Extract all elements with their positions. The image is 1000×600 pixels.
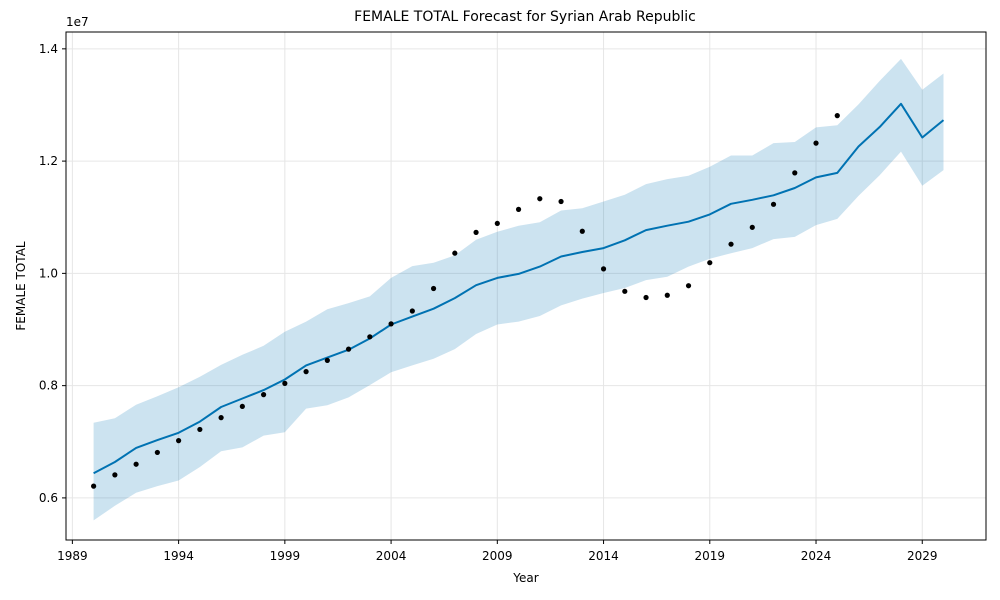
observed-point xyxy=(367,334,373,340)
observed-point xyxy=(685,283,692,289)
forecast-interval-band xyxy=(93,58,944,521)
x-axis-title: Year xyxy=(512,571,538,585)
x-tick-label: 2009 xyxy=(482,549,513,563)
observed-point xyxy=(112,472,118,478)
y-tick-label: 0.6 xyxy=(39,491,58,505)
observed-point xyxy=(664,292,670,298)
observed-point xyxy=(282,380,288,386)
grid xyxy=(66,32,986,540)
observed-point xyxy=(792,170,798,176)
observed-point xyxy=(643,294,649,301)
y-offset-label: 1e7 xyxy=(66,15,89,29)
x-tick-label: 1989 xyxy=(57,549,88,563)
observed-point xyxy=(452,250,458,256)
observed-point xyxy=(239,403,245,410)
y-tick-label: 1.2 xyxy=(39,154,58,168)
observed-point xyxy=(324,357,330,363)
observed-point xyxy=(409,308,415,314)
y-tick-label: 1.4 xyxy=(39,42,58,56)
x-tick-label: 2029 xyxy=(907,549,938,563)
observed-point xyxy=(494,220,500,227)
x-tick-label: 2019 xyxy=(695,549,726,563)
observed-point xyxy=(537,196,543,202)
x-tick-label: 1999 xyxy=(270,549,301,563)
observed-point xyxy=(558,198,564,205)
forecast-line-group xyxy=(93,102,945,475)
x-tick-label: 2014 xyxy=(588,549,619,563)
plot-area-frame xyxy=(65,31,987,541)
observed-point xyxy=(770,201,777,207)
chart-title: FEMALE TOTAL Forecast for Syrian Arab Re… xyxy=(354,9,696,25)
observed-point xyxy=(515,206,522,212)
observed-point xyxy=(707,260,713,266)
forecast-line xyxy=(93,102,945,475)
observed-point xyxy=(345,346,352,352)
observed-point xyxy=(303,369,309,375)
observed-point xyxy=(728,241,734,247)
y-axis-ticks: 0.6 0.8 1.0 1.2 1.4 xyxy=(39,42,66,505)
observed-point xyxy=(430,285,437,292)
observed-point xyxy=(579,228,585,234)
x-tick-label: 1994 xyxy=(163,549,194,563)
x-tick-label: 2004 xyxy=(376,549,407,563)
observed-point xyxy=(813,140,819,146)
y-tick-label: 0.8 xyxy=(39,379,58,393)
observed-point xyxy=(473,229,479,235)
observed-point xyxy=(622,288,628,294)
y-axis-title: FEMALE TOTAL xyxy=(14,241,28,331)
observed-point xyxy=(176,438,182,444)
observed-point xyxy=(197,426,203,433)
observed-point xyxy=(600,266,607,272)
observed-points xyxy=(91,113,840,489)
observed-point xyxy=(218,415,224,421)
observed-point xyxy=(154,449,160,456)
observed-point xyxy=(834,113,840,119)
x-tick-label: 2024 xyxy=(801,549,832,563)
y-tick-label: 1.0 xyxy=(39,266,58,280)
uncertainty-band xyxy=(93,58,944,521)
observed-point xyxy=(388,321,394,327)
observed-point xyxy=(91,483,97,489)
observed-point xyxy=(260,392,267,398)
observed-point xyxy=(749,224,755,230)
x-axis-ticks: 1989 1994 1999 2004 2009 2014 2019 2024 2029 xyxy=(57,540,938,563)
observed-point xyxy=(133,461,139,467)
